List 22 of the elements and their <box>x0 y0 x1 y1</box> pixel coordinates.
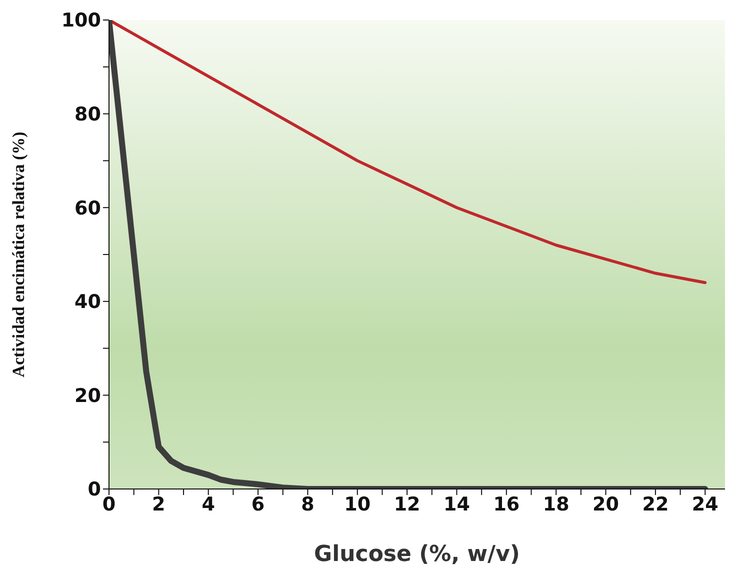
y-tick-label: 100 <box>61 10 101 32</box>
x-tick-label: 18 <box>542 493 570 516</box>
x-tick-label: 22 <box>642 493 669 516</box>
x-tick-label: 8 <box>301 493 314 516</box>
x-tick-label: 20 <box>592 493 619 516</box>
x-tick-label: 4 <box>202 493 215 516</box>
x-tick-label: 16 <box>493 493 520 516</box>
y-tick-label: 80 <box>74 104 101 126</box>
line-series <box>109 20 707 284</box>
y-tick-label: 0 <box>88 478 101 501</box>
y-tick-label: 40 <box>74 291 101 314</box>
y-axis-title: Actividad encimática relativa (%) <box>9 132 28 378</box>
x-tick-label: 2 <box>152 493 166 516</box>
x-tick-label: 10 <box>344 493 371 516</box>
x-tick-label: 12 <box>394 493 420 516</box>
x-tick-label: 14 <box>444 493 470 516</box>
x-tick-label: 6 <box>251 493 265 516</box>
x-axis-title: Glucose (%, w/v) <box>314 542 520 567</box>
y-tick-label: 20 <box>74 384 101 407</box>
x-tick-label: 0 <box>102 493 116 516</box>
x-tick-label: 24 <box>692 493 718 516</box>
y-tick-label: 60 <box>74 197 101 220</box>
